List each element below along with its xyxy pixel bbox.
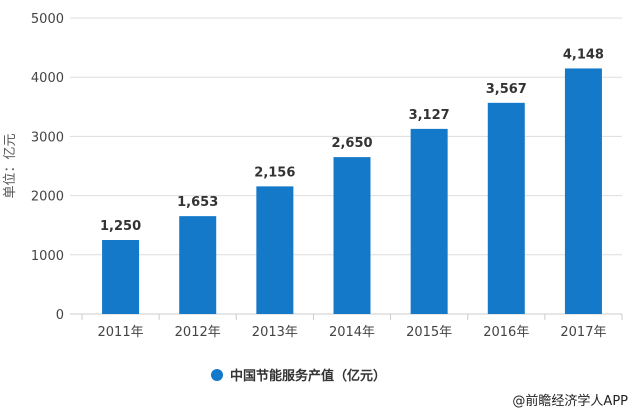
y-tick-label: 0 <box>56 308 64 323</box>
data-label: 3,567 <box>486 82 527 97</box>
x-axis-ticks: 2011年 2012年 2013年 2014年 2015年 2016年 2017年 <box>81 314 623 340</box>
data-label: 2,650 <box>331 136 372 151</box>
bar <box>410 128 448 314</box>
x-tick-label: 2014年 <box>329 325 375 340</box>
bars <box>102 68 602 314</box>
x-tick-label: 2011年 <box>98 325 144 340</box>
data-label: 4,148 <box>563 47 604 62</box>
legend-marker[interactable] <box>211 369 223 381</box>
bar <box>333 157 371 314</box>
credit-text: @前瞻经济学人APP <box>512 393 628 409</box>
data-label: 2,156 <box>254 165 295 180</box>
data-labels: 1,250 1,653 2,156 2,650 3,127 3,567 4,148 <box>100 47 604 234</box>
bar <box>179 216 217 314</box>
x-tick-label: 2013年 <box>252 325 298 340</box>
y-tick-label: 2000 <box>31 190 64 205</box>
x-tick-label: 2015年 <box>406 325 452 340</box>
bar <box>102 240 140 314</box>
y-axis-label: 单位：亿元 <box>3 133 18 198</box>
y-tick-label: 4000 <box>31 71 64 86</box>
bar <box>487 102 525 314</box>
data-label: 1,653 <box>177 195 218 210</box>
x-tick-label: 2016年 <box>483 325 529 340</box>
x-tick-label: 2012年 <box>175 325 221 340</box>
x-tick-label: 2017年 <box>560 325 606 340</box>
y-tick-label: 3000 <box>31 130 64 145</box>
bar <box>564 68 602 314</box>
y-tick-label: 1000 <box>31 249 64 264</box>
bar <box>256 186 294 314</box>
data-label: 1,250 <box>100 219 141 234</box>
y-tick-label: 5000 <box>31 12 64 27</box>
data-label: 3,127 <box>409 108 450 123</box>
y-axis-ticks: 0 1000 2000 3000 4000 5000 <box>31 12 64 323</box>
legend-label[interactable]: 中国节能服务产值（亿元） <box>230 368 386 384</box>
